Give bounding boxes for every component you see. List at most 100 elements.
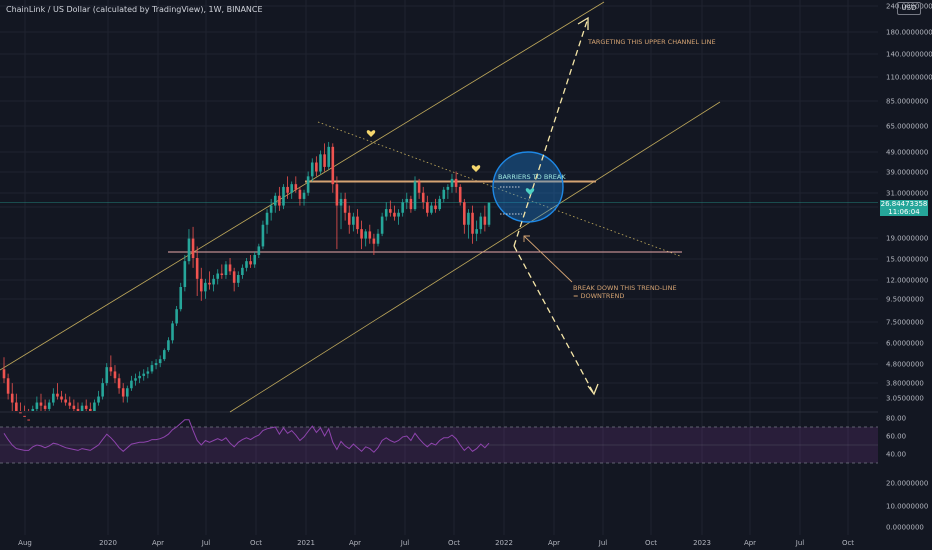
- candle-body: [195, 258, 199, 279]
- price-tick-label: 180.0000000: [886, 29, 932, 37]
- candle-body: [393, 212, 396, 217]
- price-tick-label: 65.0000000: [886, 123, 928, 131]
- candle-body: [142, 373, 146, 376]
- candle-body: [323, 154, 326, 167]
- candle-body: [475, 229, 478, 234]
- candle-body: [438, 198, 441, 210]
- time-tick-label: Aug: [18, 539, 32, 547]
- candle-body: [117, 378, 121, 389]
- candle-body: [327, 146, 330, 167]
- candle-body: [158, 359, 162, 364]
- candle-body: [360, 229, 363, 239]
- breakdown-pointer-line: [523, 235, 573, 283]
- candle-body: [315, 162, 318, 172]
- candle-body: [175, 309, 178, 324]
- time-tick-label: 2021: [297, 539, 315, 547]
- lower-channel-line: [229, 101, 721, 413]
- candle-body: [23, 415, 26, 417]
- candle-body: [286, 186, 289, 193]
- upward-arrowhead: [577, 16, 589, 30]
- price-tick-label: 140.0000000: [886, 51, 932, 59]
- candle-body: [56, 393, 59, 397]
- horizontal-levels: [0, 180, 878, 253]
- time-tick-label: 2023: [693, 539, 711, 547]
- time-tick-label: Oct: [250, 539, 262, 547]
- candle-body: [442, 189, 446, 199]
- candle-body: [483, 216, 487, 225]
- candle-body: [245, 261, 248, 268]
- candle-body: [2, 369, 6, 379]
- candle-body: [364, 231, 367, 239]
- candle-body: [249, 261, 252, 265]
- drawings: [366, 16, 599, 396]
- candle-body: [273, 195, 277, 206]
- candle-body: [179, 286, 183, 310]
- candle-body: [154, 363, 158, 366]
- annotation-target: TARGETING THIS UPPER CHANNEL LINE: [587, 38, 716, 46]
- candle-body: [31, 408, 35, 411]
- candle-body: [265, 212, 269, 225]
- candle-body: [463, 202, 466, 225]
- candle-body: [109, 367, 113, 372]
- candle-body: [397, 212, 400, 217]
- candle-body: [228, 264, 232, 272]
- price-tick-label: 39.0000000: [886, 169, 928, 177]
- price-tick-label: 4.8000000: [886, 361, 924, 369]
- candle-body: [479, 216, 483, 230]
- price-tick-label: 31.0000000: [886, 190, 928, 198]
- time-tick-label: Apr: [349, 539, 361, 547]
- time-tick-label: 2020: [99, 539, 117, 547]
- candle-body: [430, 205, 433, 213]
- rsi-tick-label: 60.00: [886, 433, 906, 441]
- candle-body: [208, 282, 211, 285]
- candle-body: [204, 282, 207, 292]
- candle-body: [134, 378, 137, 381]
- candle-body: [126, 388, 129, 397]
- time-tick-label: Jul: [201, 539, 211, 547]
- candle-body: [306, 176, 310, 193]
- heart-icon: [471, 165, 481, 172]
- candle-body: [64, 399, 67, 403]
- candles: [2, 141, 491, 421]
- candle-body: [15, 402, 18, 411]
- currency-badge[interactable]: USD: [897, 2, 921, 15]
- time-tick-label: Jul: [598, 539, 608, 547]
- rsi-tick-label: 0.0000000: [886, 524, 924, 532]
- candle-body: [319, 154, 322, 172]
- time-tick-label: Apr: [548, 539, 560, 547]
- candle-body: [35, 402, 39, 409]
- candle-body: [302, 192, 306, 199]
- candle-body: [84, 405, 88, 409]
- price-tick-label: 3.0500000: [886, 395, 924, 403]
- candle-body: [52, 393, 55, 403]
- time-tick-label: 2022: [495, 539, 513, 547]
- bar-countdown: 11:06:04: [888, 208, 920, 216]
- price-tick-label: 7.5000000: [886, 319, 924, 327]
- candle-body: [113, 371, 117, 379]
- candle-body: [282, 186, 285, 206]
- time-axis[interactable]: Aug 2020 Apr Jul Oct 2021 Apr Jul Oct 2022 Apr Jul O…: [18, 539, 854, 547]
- candle-body: [384, 209, 388, 217]
- breakdown-pointer-head: [523, 235, 530, 242]
- candle-body: [191, 238, 195, 259]
- candle-body: [352, 216, 355, 225]
- candle-body: [487, 202, 491, 225]
- annotation-breakdown-line2: = DOWNTREND: [573, 292, 624, 300]
- candle-body: [187, 238, 191, 262]
- rsi-tick-label: 40.00: [886, 451, 906, 459]
- candle-body: [417, 181, 421, 193]
- time-tick-label: Jul: [795, 539, 805, 547]
- candle-body: [80, 405, 84, 411]
- candle-body: [261, 224, 265, 247]
- rsi-line: [3, 419, 490, 453]
- candle-body: [146, 371, 150, 374]
- price-tick-label: 85.0000000: [886, 98, 928, 106]
- annotation-barriers: BARRIERS TO BREAK: [498, 173, 566, 181]
- candle-body: [413, 181, 417, 210]
- price-axis[interactable]: 240.0000000 180.0000000 140.0000000 110.000…: [886, 3, 932, 532]
- candle-body: [458, 186, 462, 203]
- time-tick-label: Apr: [152, 539, 164, 547]
- downward-arrowhead: [587, 383, 599, 396]
- candle-body: [368, 231, 372, 239]
